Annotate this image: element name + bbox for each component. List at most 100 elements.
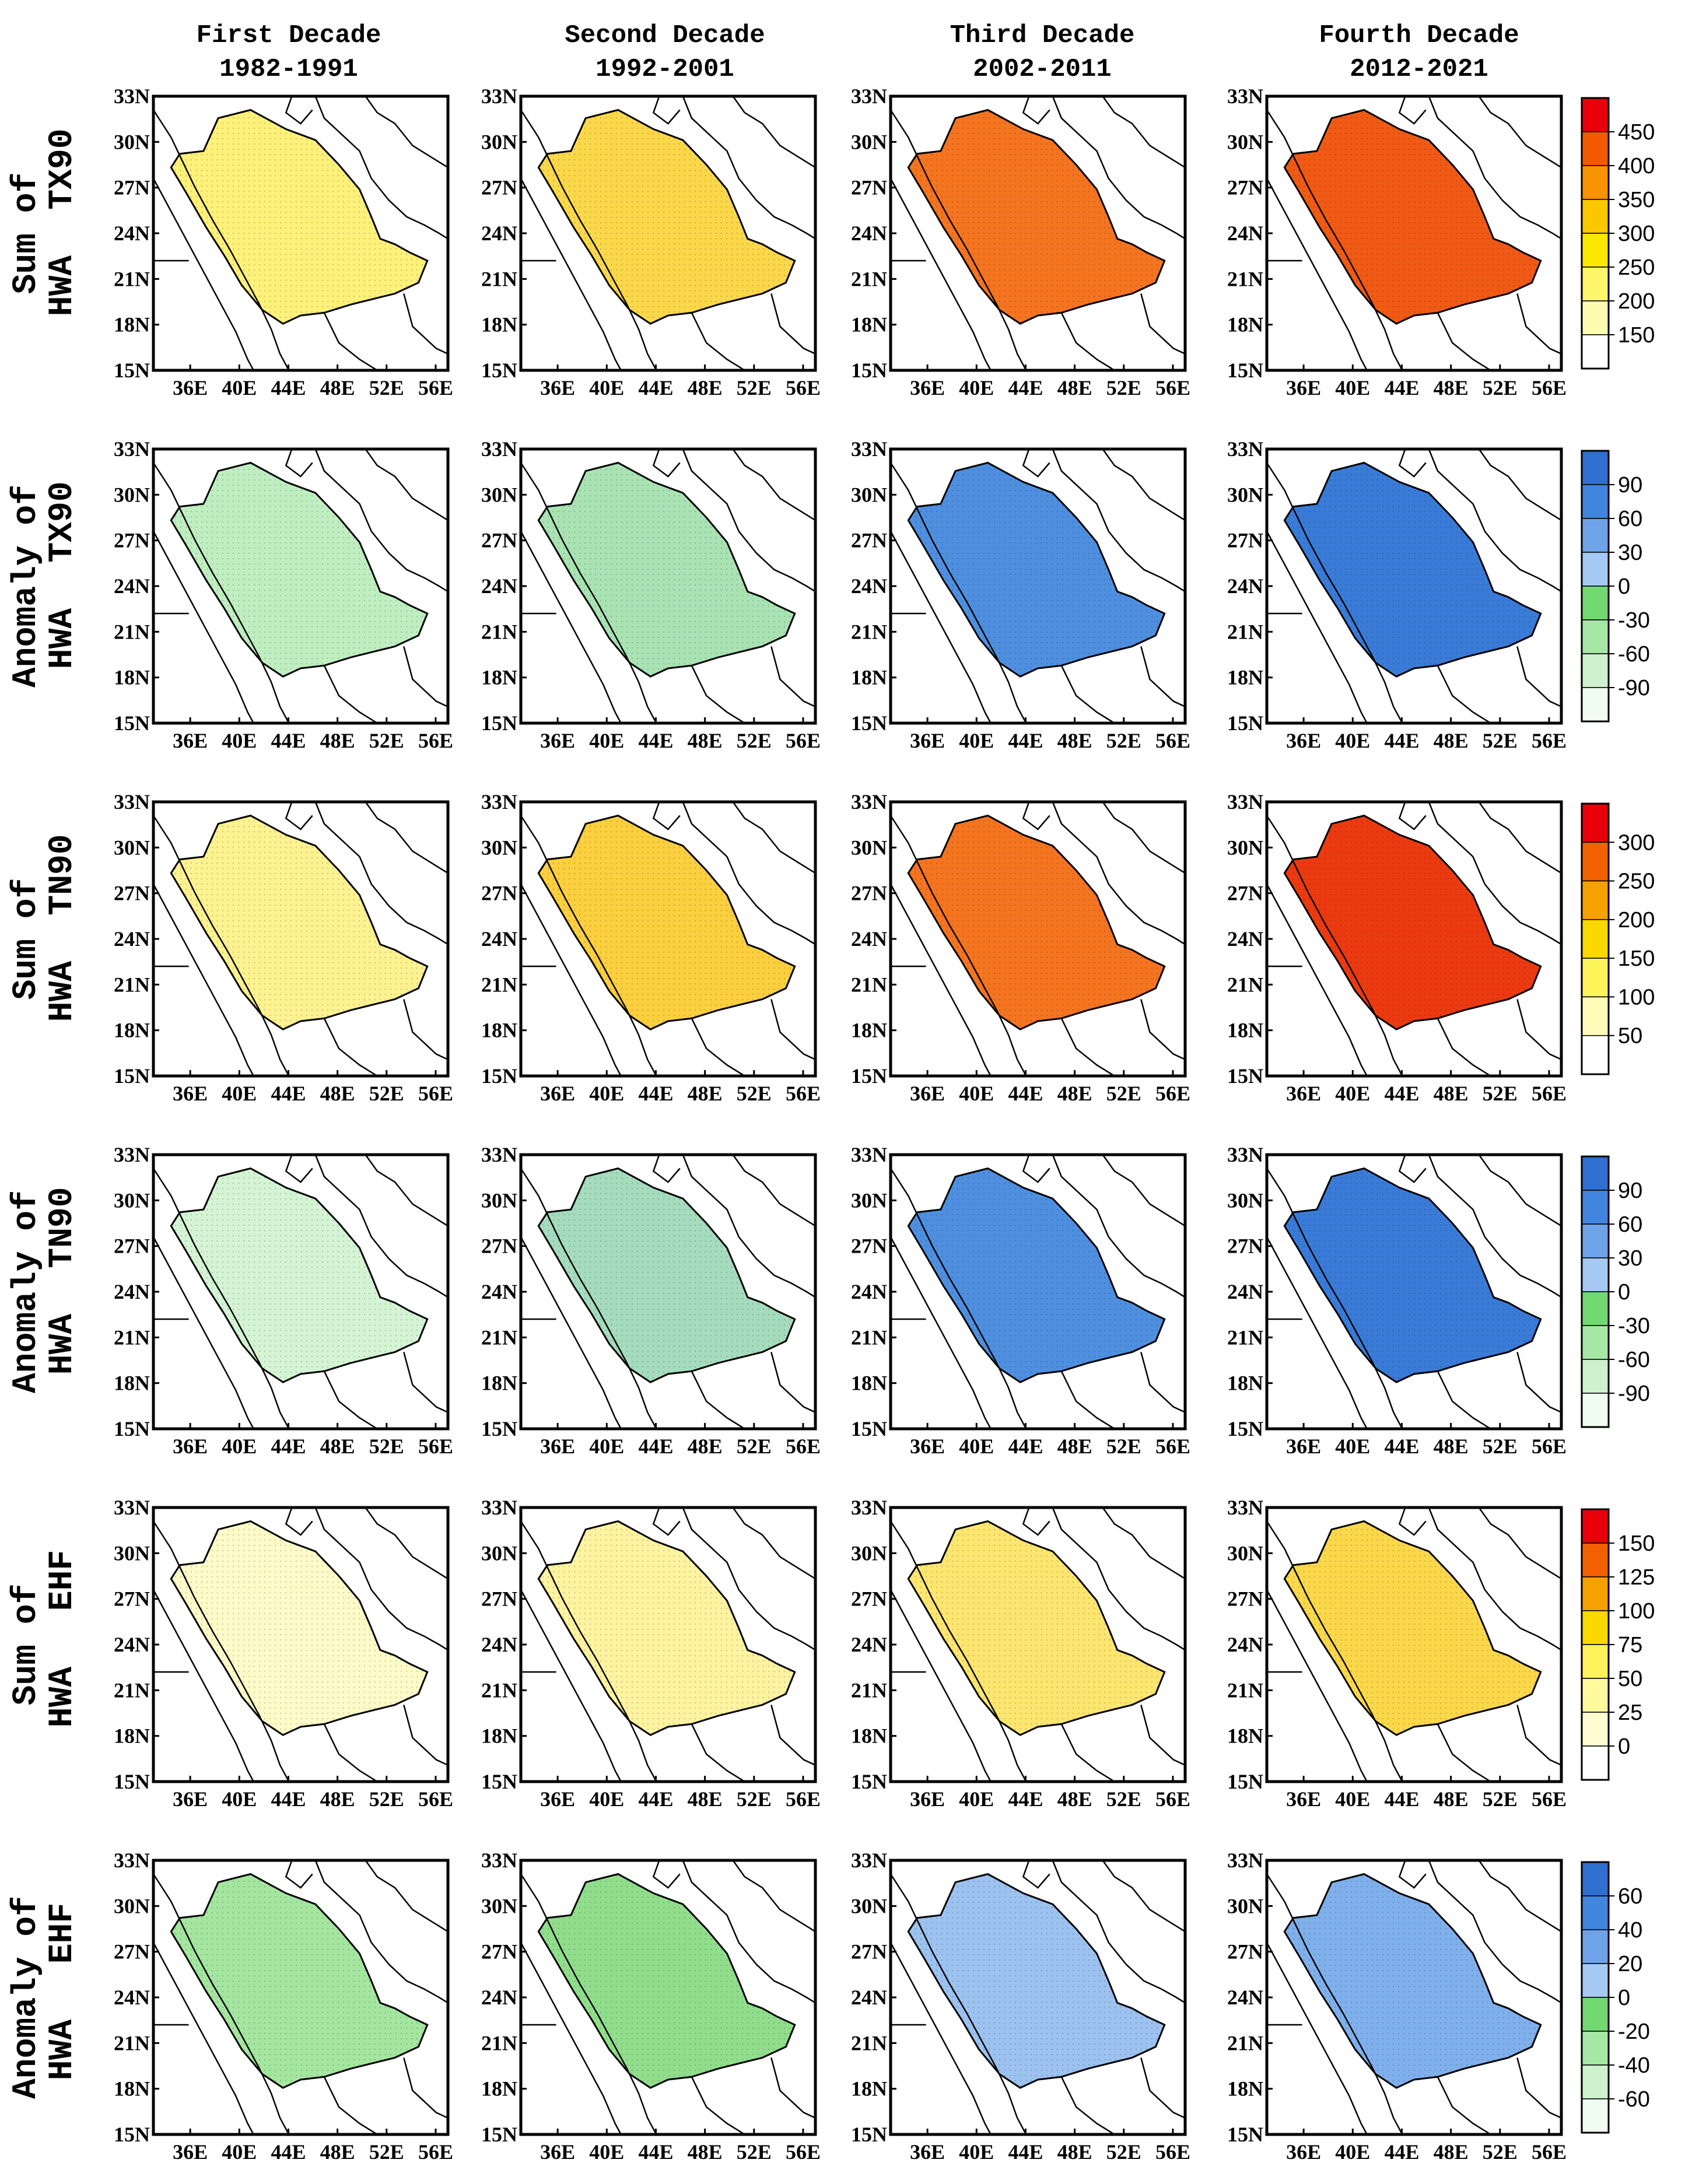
coastline: [520, 531, 622, 724]
colorbar-swatch: [1581, 996, 1609, 1036]
row-label-sub: HWA: [44, 1667, 82, 1728]
lat-tick-label: 30N: [114, 836, 150, 859]
lon-tick-label: 56E: [786, 1435, 821, 1458]
coastline: [365, 1154, 449, 1227]
coastline: [889, 531, 992, 724]
lon-tick-label: 56E: [1155, 1787, 1190, 1811]
row-label-index: EHF: [44, 1903, 82, 1964]
colorbar-swatch: [1581, 267, 1609, 302]
lon-tick-label: 56E: [1155, 376, 1190, 399]
lon-tick-label: 36E: [910, 376, 945, 399]
lon-tick-label: 48E: [1434, 729, 1469, 752]
row-label-main: Anomaly of: [8, 1190, 45, 1393]
lat-tick-label: 18N: [1227, 1019, 1263, 1042]
col-period-3: 2002-2011: [973, 55, 1112, 84]
colorbar-swatch: [1581, 1393, 1609, 1428]
saudi-arabia-outline: [1283, 1873, 1542, 2089]
coastline: [365, 448, 449, 521]
coastline: [323, 2076, 378, 2136]
colorbar-tick-label: 30: [1618, 541, 1642, 565]
lon-tick-label: 36E: [540, 2140, 575, 2164]
lat-tick-label: 27N: [851, 529, 887, 552]
coastline: [1428, 96, 1562, 240]
lon-tick-label: 44E: [638, 2140, 673, 2164]
coastline: [1428, 448, 1562, 593]
colorbar-tick-label: 90: [1618, 473, 1642, 497]
lat-tick-label: 21N: [851, 267, 887, 290]
lat-tick-label: 30N: [851, 483, 887, 506]
colorbar-swatch: [1581, 1745, 1609, 1780]
lat-tick-label: 27N: [1227, 1587, 1263, 1611]
lon-tick-label: 40E: [589, 1082, 624, 1105]
lat-tick-label: 18N: [114, 1372, 150, 1395]
saudi-arabia-outline: [170, 814, 429, 1030]
lat-tick-label: 15N: [481, 2123, 517, 2146]
lat-tick-label: 33N: [851, 1849, 887, 1872]
colorbar-tick-label: 250: [1618, 255, 1655, 280]
coastline: [1022, 448, 1050, 478]
coastline: [314, 1860, 449, 2004]
row-label-main: Sum of: [8, 1584, 45, 1706]
lon-tick-label: 36E: [173, 2140, 208, 2164]
lat-tick-label: 30N: [114, 1541, 150, 1565]
coastline: [1437, 1018, 1491, 1077]
coastline: [285, 1507, 313, 1536]
colorbar-tick-label: -60: [1618, 2087, 1650, 2112]
saudi-arabia-outline: [537, 1520, 796, 1736]
lat-tick-label: 18N: [114, 313, 150, 336]
lon-tick-label: 40E: [1335, 2140, 1370, 2164]
lat-tick-label: 24N: [1227, 1280, 1263, 1303]
map-panel: 33N 30N 27N 24N 21N 18N 15N 36E 40E 44E 48E 52E 56E: [481, 1849, 821, 2164]
coastline: [770, 646, 816, 707]
lon-tick-label: 36E: [1286, 376, 1321, 399]
map-panel: 33N 30N 27N 24N 21N 18N 15N 36E 40E 44E 48E 52E 56E: [114, 1849, 453, 2164]
colorbar-swatch: [1581, 1359, 1609, 1394]
colorbar-tick-label: 0: [1618, 1280, 1630, 1305]
lon-tick-label: 52E: [1106, 729, 1141, 752]
coastline: [1478, 96, 1562, 169]
lon-tick-label: 36E: [910, 1435, 945, 1458]
lat-tick-label: 15N: [1227, 2123, 1263, 2146]
colorbar-tick-label: 400: [1618, 154, 1655, 178]
lon-tick-label: 44E: [638, 729, 673, 752]
coastline: [365, 1860, 449, 1933]
lon-tick-label: 44E: [271, 2140, 306, 2164]
saudi-arabia-outline: [907, 461, 1166, 678]
lon-tick-label: 52E: [369, 2140, 404, 2164]
lat-tick-label: 18N: [851, 313, 887, 336]
colorbars: 4504003503002502001509060300-30-60-90300…: [1581, 97, 1655, 2134]
lon-tick-label: 36E: [173, 1435, 208, 1458]
coastline: [1266, 1236, 1368, 1429]
coastline: [1516, 1352, 1562, 1413]
lon-tick-label: 36E: [1286, 2140, 1321, 2164]
colorbar-swatch: [1581, 1644, 1609, 1679]
coastline: [1516, 293, 1562, 355]
lon-tick-label: 48E: [688, 1082, 723, 1105]
lat-tick-label: 27N: [851, 882, 887, 905]
map-panel: 33N 30N 27N 24N 21N 18N 15N 36E 40E 44E 48E 52E 56E: [481, 1143, 821, 1458]
lon-tick-label: 40E: [222, 376, 257, 399]
lon-tick-label: 40E: [222, 1082, 257, 1105]
coastline: [1266, 1589, 1368, 1782]
coastline: [1266, 1942, 1368, 2135]
lon-tick-label: 36E: [910, 2140, 945, 2164]
map-panel: 33N 30N 27N 24N 21N 18N 15N 36E 40E 44E 48E 52E 56E: [1227, 85, 1567, 399]
coastline: [691, 1370, 745, 1430]
coastline: [323, 1370, 378, 1430]
lon-tick-label: 52E: [1106, 376, 1141, 399]
lat-tick-label: 27N: [851, 1940, 887, 1964]
lat-tick-label: 15N: [481, 359, 517, 382]
lat-tick-label: 33N: [851, 85, 887, 108]
colorbar-swatch: [1581, 233, 1609, 268]
lon-tick-label: 52E: [1106, 1787, 1141, 1811]
lon-tick-label: 56E: [1532, 1435, 1567, 1458]
coastline: [403, 999, 449, 1060]
lat-tick-label: 33N: [114, 437, 150, 461]
lon-tick-label: 40E: [1335, 1082, 1370, 1105]
map-panel: 33N 30N 27N 24N 21N 18N 15N 36E 40E 44E 48E 52E 56E: [481, 1496, 821, 1811]
colorbar-swatch: [1581, 1895, 1609, 1930]
lat-tick-label: 15N: [114, 359, 150, 382]
coastline: [365, 1507, 449, 1580]
